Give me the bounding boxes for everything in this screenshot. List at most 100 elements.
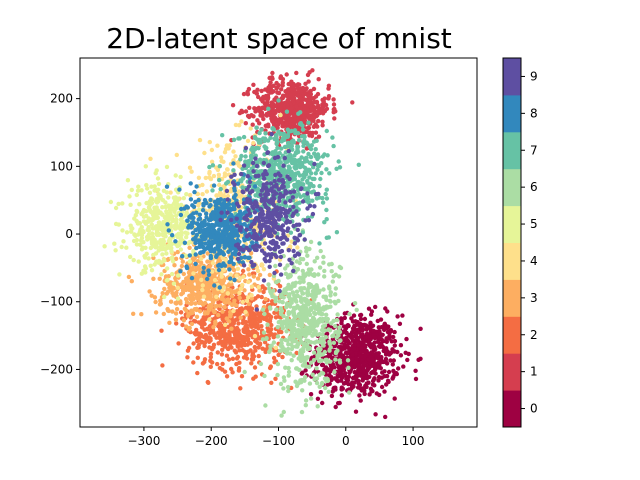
scatter-point [230, 356, 236, 361]
scatter-point [157, 260, 162, 265]
scatter-point [279, 87, 284, 92]
scatter-point [229, 326, 234, 331]
scatter-point [186, 241, 191, 246]
scatter-point [301, 193, 307, 198]
scatter-point [290, 160, 295, 166]
scatter-point [246, 163, 251, 169]
scatter-point [235, 181, 241, 186]
scatter-point [209, 159, 215, 164]
scatter-point [139, 211, 144, 217]
scatter-point [155, 215, 160, 220]
scatter-point [335, 312, 340, 317]
scatter-point [246, 340, 252, 345]
scatter-point [188, 181, 193, 186]
scatter-point [173, 213, 179, 218]
scatter-point [166, 217, 171, 223]
scatter-point [213, 304, 218, 309]
scatter-point [169, 249, 174, 254]
scatter-point [401, 364, 406, 369]
scatter-point [220, 342, 225, 348]
scatter-point [323, 365, 329, 370]
scatter-point [257, 157, 263, 162]
scatter-point [224, 181, 229, 186]
scatter-point [218, 186, 223, 192]
scatter-point [181, 287, 186, 292]
scatter-point [260, 337, 266, 342]
scatter-point [324, 187, 329, 192]
scatter-point [187, 214, 192, 220]
scatter-point [232, 289, 238, 295]
scatter-point [174, 306, 180, 312]
scatter-point [316, 109, 321, 114]
scatter-point [304, 261, 309, 267]
scatter-point [376, 344, 382, 349]
scatter-point [239, 179, 244, 184]
scatter-point [322, 220, 327, 225]
scatter-point [336, 298, 341, 304]
scatter-point [388, 329, 393, 334]
scatter-point [353, 409, 359, 414]
scatter-point [285, 127, 290, 132]
scatter-point [295, 99, 301, 104]
scatter-point [158, 245, 164, 251]
scatter-point [163, 214, 168, 220]
scatter-point [320, 119, 325, 125]
scatter-point [273, 115, 278, 121]
scatter-point [413, 376, 419, 382]
scatter-point [391, 358, 396, 363]
scatter-point [269, 343, 274, 348]
scatter-point [343, 324, 348, 329]
scatter-point [276, 98, 281, 103]
scatter-point [329, 261, 334, 267]
scatter-point [270, 163, 276, 169]
scatter-point [149, 200, 155, 206]
scatter-point [149, 293, 154, 298]
scatter-point [162, 258, 167, 263]
scatter-point [354, 357, 359, 362]
scatter-point [370, 363, 376, 368]
scatter-point [217, 285, 222, 290]
scatter-point [237, 295, 242, 301]
scatter-point [294, 70, 299, 76]
scatter-point [269, 112, 274, 117]
scatter-point [357, 393, 362, 398]
scatter-point [324, 304, 329, 309]
scatter-point [307, 246, 312, 252]
scatter-point [223, 146, 229, 152]
scatter-point [311, 86, 317, 92]
scatter-point [303, 374, 308, 380]
scatter-point [271, 83, 276, 89]
scatter-point [221, 285, 227, 290]
scatter-point [300, 230, 305, 235]
scatter-point [239, 153, 244, 159]
scatter-point [183, 253, 189, 258]
scatter-point [241, 134, 247, 140]
scatter-point [209, 222, 215, 228]
scatter-point [240, 299, 245, 305]
scatter-point [294, 259, 299, 264]
scatter-point [230, 370, 235, 375]
scatter-point [315, 353, 320, 358]
scatter-point [332, 376, 337, 381]
scatter-point [252, 365, 258, 370]
scatter-point [156, 181, 162, 187]
scatter-point [154, 243, 159, 248]
scatter-point [295, 319, 301, 324]
scatter-point [169, 241, 175, 247]
scatter-point [175, 249, 180, 255]
scatter-point [360, 386, 366, 391]
scatter-point [228, 344, 233, 349]
scatter-point [384, 373, 390, 379]
scatter-point [191, 211, 196, 216]
scatter-point [207, 164, 212, 170]
scatter-point [329, 321, 334, 326]
scatter-point [305, 290, 310, 295]
scatter-point [328, 345, 333, 350]
scatter-point [222, 231, 228, 236]
scatter-point [138, 242, 143, 247]
scatter-point [175, 273, 181, 278]
scatter-point [200, 208, 206, 213]
scatter-point [195, 355, 200, 360]
scatter-point [320, 311, 325, 317]
scatter-point [247, 255, 252, 260]
